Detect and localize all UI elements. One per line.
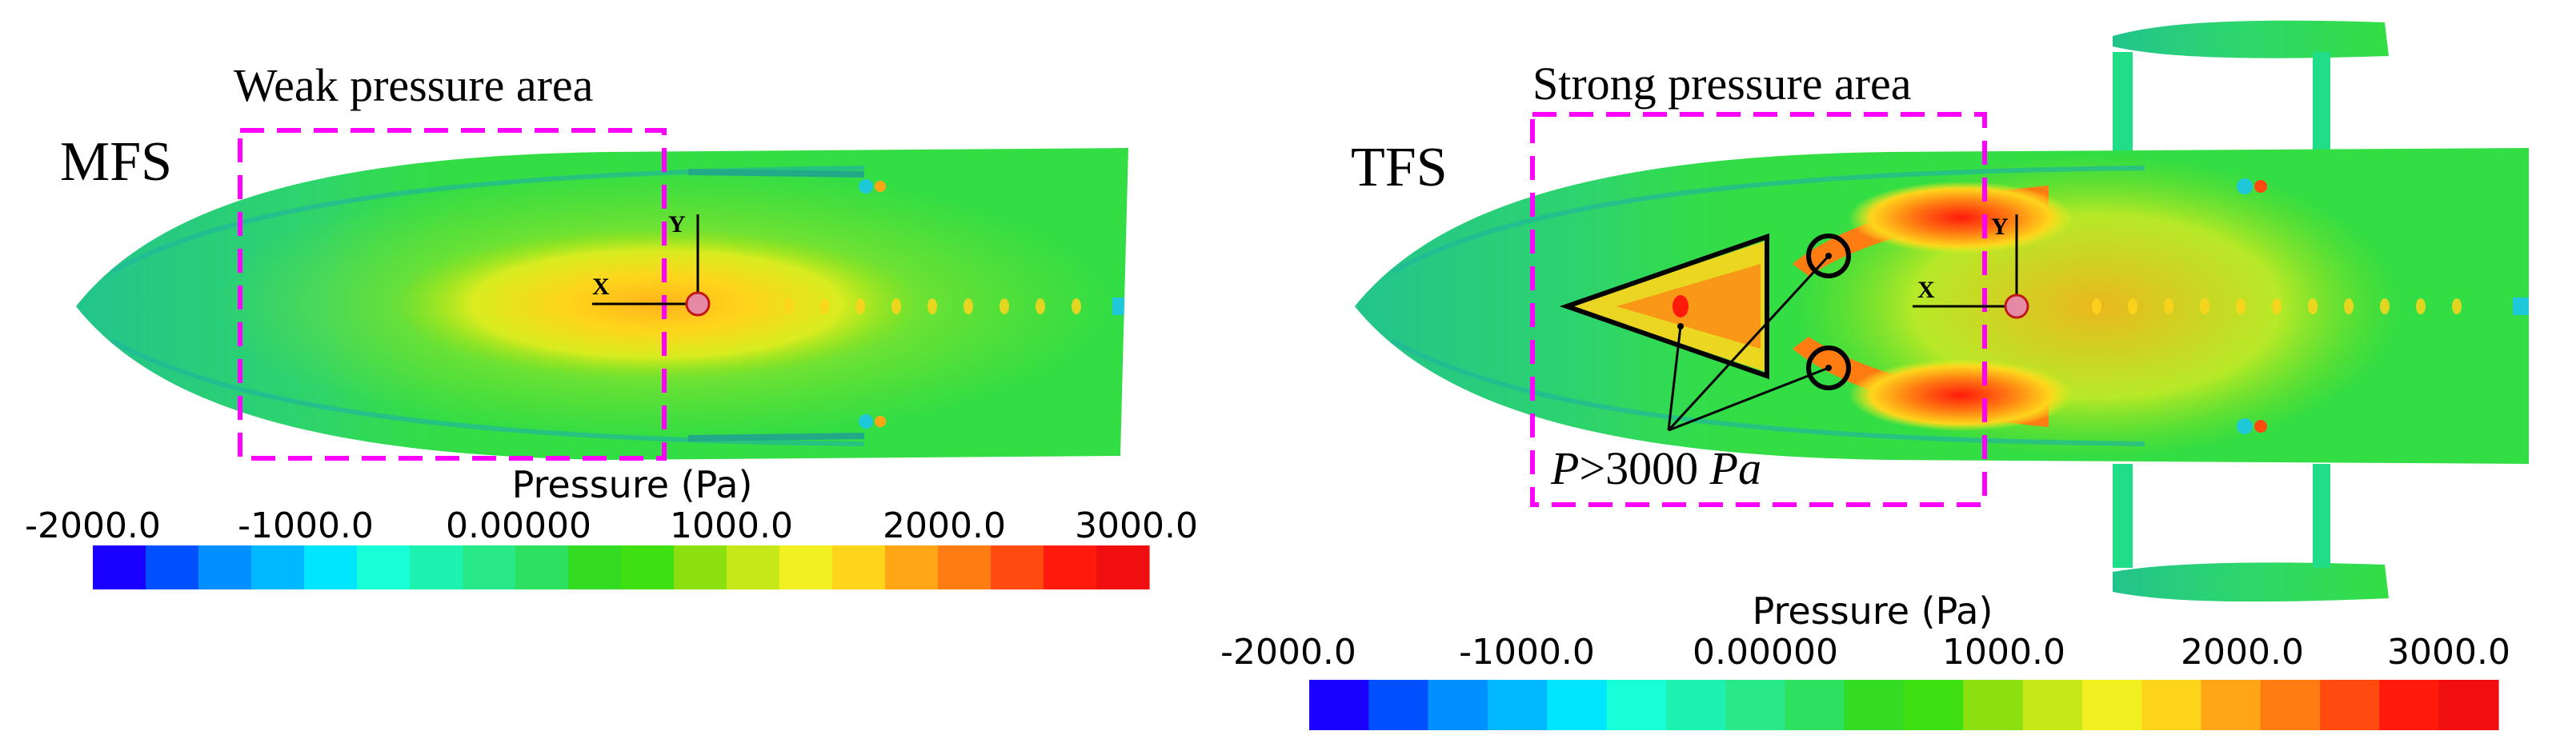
left-config-label: MFS (60, 131, 172, 193)
right-colorbar-segment (2081, 680, 2142, 730)
left-tick-5: 3000.0 (1075, 505, 1198, 546)
right-colorbar-segment (2260, 680, 2321, 730)
left-colorbar-segment (727, 545, 780, 589)
strong-pressure-box (1530, 112, 1987, 507)
left-colorbar-segment (779, 545, 833, 589)
annotation-leader-lines (1667, 254, 1830, 432)
weak-pressure-box (238, 128, 667, 461)
right-tick-0: -2000.0 (1220, 632, 1356, 673)
left-colorbar-segment (463, 545, 516, 589)
right-panel: Y X TFS Strong pressure area P>3000 Pa P… (1220, 20, 2529, 730)
right-colorbar-segment (1606, 680, 1667, 730)
left-colorbar-segment (621, 545, 675, 589)
right-colorbar-segment (2438, 680, 2499, 730)
annotation-unit: Pa (1709, 442, 1761, 494)
right-tick-3: 1000.0 (1942, 632, 2065, 673)
shoulder-circle-upper (1806, 234, 1851, 278)
right-colorbar-ticks: -2000.0 -1000.0 0.00000 1000.0 2000.0 30… (1220, 632, 2510, 673)
right-axis-x-label: X (1917, 277, 1935, 303)
left-axis-y-label: Y (668, 211, 686, 238)
right-colorbar (1309, 680, 2499, 730)
pressure-threshold-annotation: P>3000 Pa (1550, 442, 1761, 494)
right-axis-y-label: Y (1991, 214, 2009, 240)
right-colorbar-title: Pressure (Pa) (1753, 589, 1993, 633)
left-tick-1: -1000.0 (238, 505, 374, 546)
right-colorbar-segment (1665, 680, 1726, 730)
left-colorbar-segment (1096, 545, 1150, 589)
left-axis-marker (592, 214, 711, 317)
right-colorbar-segment (2379, 680, 2440, 730)
right-tick-1: -1000.0 (1459, 632, 1595, 673)
left-colorbar-segment (251, 545, 305, 589)
right-colorbar-segment (1785, 680, 1845, 730)
right-tick-4: 2000.0 (2181, 632, 2304, 673)
left-colorbar-segment (1044, 545, 1097, 589)
left-colorbar-title: Pressure (Pa) (512, 463, 753, 506)
right-colorbar-segment (2320, 680, 2380, 730)
left-colorbar-segment (515, 545, 569, 589)
bow-pressure-triangle (1559, 233, 1769, 380)
right-colorbar-segment (1368, 680, 1429, 730)
left-colorbar-segment (568, 545, 622, 589)
left-tick-4: 2000.0 (883, 505, 1006, 546)
left-axis-x-label: X (592, 274, 610, 300)
right-tick-2: 0.00000 (1693, 632, 1838, 673)
left-colorbar-segment (93, 545, 146, 589)
right-config-label: TFS (1351, 137, 1448, 198)
right-hull (1355, 148, 2529, 464)
left-colorbar-segment (885, 545, 939, 589)
left-colorbar-segment (991, 545, 1044, 589)
left-colorbar-segment (304, 545, 358, 589)
left-colorbar-segment (938, 545, 992, 589)
right-colorbar-segment (1725, 680, 1785, 730)
right-colorbar-segment (1428, 680, 1488, 730)
annotation-symbol: P (1550, 442, 1579, 494)
left-colorbar-segment (357, 545, 411, 589)
right-colorbar-segment (2022, 680, 2083, 730)
right-colorbar-segment (2201, 680, 2262, 730)
right-axis-marker (1913, 214, 2029, 319)
left-colorbar-segment (832, 545, 886, 589)
lower-outrigger (2113, 464, 2389, 602)
right-tick-5: 3000.0 (2387, 632, 2510, 673)
left-colorbar-segment (198, 545, 252, 589)
annotation-relation: >3000 (1579, 442, 1709, 494)
right-colorbar-segment (1904, 680, 1964, 730)
shoulder-circle-lower (1806, 346, 1851, 390)
left-tick-0: -2000.0 (25, 505, 161, 546)
left-colorbar (93, 545, 1150, 589)
left-colorbar-segment (146, 545, 199, 589)
left-colorbar-ticks: -2000.0 -1000.0 0.00000 1000.0 2000.0 30… (25, 505, 1198, 546)
right-colorbar-segment (1487, 680, 1548, 730)
right-colorbar-segment (1309, 680, 1369, 730)
upper-outrigger (2113, 20, 2389, 156)
left-tick-2: 0.00000 (446, 505, 591, 546)
right-colorbar-segment (1547, 680, 1608, 730)
left-colorbar-segment (674, 545, 727, 589)
left-colorbar-segment (410, 545, 463, 589)
left-panel: Y X MFS Weak pressure area Pressure (Pa)… (25, 59, 1198, 589)
left-region-label: Weak pressure area (234, 59, 593, 111)
right-colorbar-segment (1963, 680, 2024, 730)
right-region-label: Strong pressure area (1532, 58, 1912, 110)
right-colorbar-segment (1844, 680, 1905, 730)
right-colorbar-segment (2141, 680, 2202, 730)
left-tick-3: 1000.0 (670, 505, 793, 546)
